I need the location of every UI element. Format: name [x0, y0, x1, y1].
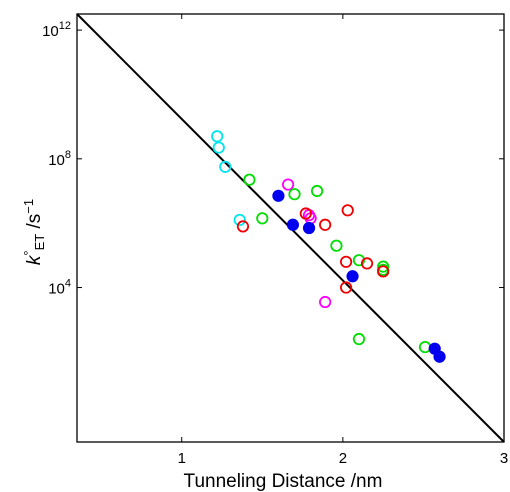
x-axis-label: Tunneling Distance /nm	[184, 471, 383, 492]
data-point	[281, 178, 295, 191]
y-tick-label: 1012	[42, 20, 71, 40]
data-point	[243, 173, 256, 186]
data-point	[302, 221, 316, 235]
y-tick-label: 108	[48, 149, 71, 169]
data-point	[212, 141, 225, 154]
data-point	[360, 257, 374, 270]
data-point	[418, 340, 432, 354]
x-tick-label: 1	[178, 450, 186, 467]
data-point	[319, 218, 332, 231]
data-point	[352, 332, 366, 346]
data-point	[288, 188, 301, 201]
data-point	[339, 255, 353, 268]
data-point	[233, 213, 246, 227]
axes: 1 2 3 104 108 1012	[42, 14, 508, 467]
plot-area	[76, 13, 505, 443]
data-point	[330, 239, 343, 252]
x-tick-label: 2	[339, 450, 347, 467]
data-point	[433, 350, 446, 363]
data-point	[286, 218, 300, 231]
data-point	[377, 265, 390, 278]
data-point	[346, 270, 359, 283]
data-point	[339, 281, 353, 294]
data-point	[319, 295, 332, 309]
data-point	[310, 184, 324, 198]
plot-frame	[76, 13, 505, 443]
data-point	[211, 130, 224, 143]
data-point	[219, 160, 232, 173]
data-point	[299, 207, 312, 220]
data-point	[272, 189, 285, 202]
data-point	[341, 204, 354, 217]
data-point	[236, 220, 250, 233]
svg-text:k°ET /s−1: k°ET /s−1	[21, 199, 47, 265]
y-axis-label: k°ET /s−1	[21, 199, 47, 265]
x-tick-label: 3	[500, 450, 508, 467]
data-point	[377, 260, 390, 273]
data-point	[256, 212, 269, 225]
y-tick-label: 104	[48, 278, 71, 298]
